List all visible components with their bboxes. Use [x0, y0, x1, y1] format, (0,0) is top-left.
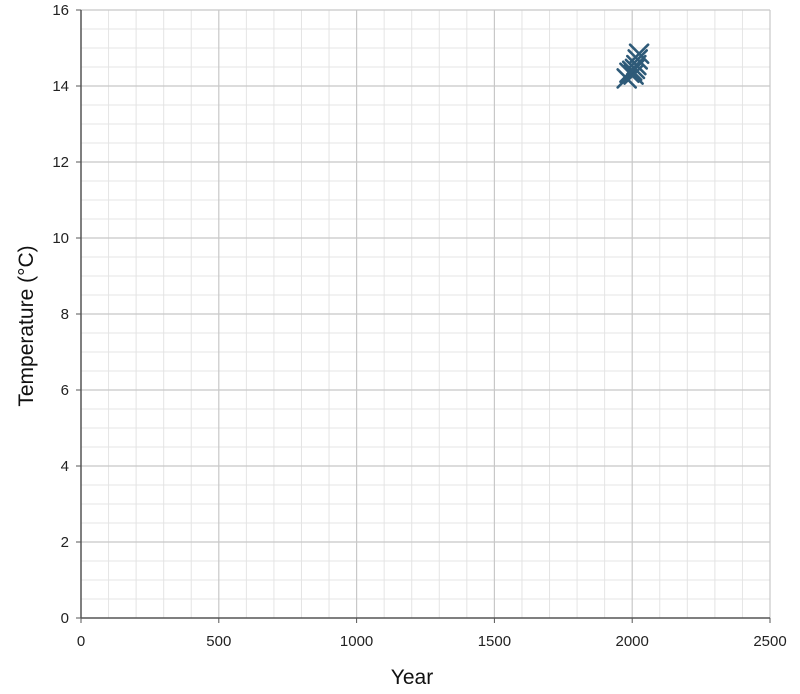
data-point: [626, 54, 647, 76]
x-tick-label: 500: [206, 633, 231, 650]
y-tick-label: 6: [61, 382, 69, 399]
x-tick-label: 2500: [753, 633, 786, 650]
y-tick-label: 14: [52, 78, 69, 95]
y-tick-label: 4: [61, 458, 69, 475]
data-point: [627, 49, 649, 70]
y-tick-label: 0: [61, 610, 69, 627]
data-point: [628, 43, 650, 65]
y-tick-label: 8: [61, 306, 69, 323]
major-gridlines: [81, 9, 771, 618]
x-tick-label: 1500: [478, 633, 511, 650]
y-tick-label: 16: [52, 2, 69, 19]
x-tick-labels: 0 500 1000 1500 2000 2500: [77, 633, 787, 650]
y-tick-label: 10: [52, 230, 69, 247]
axes: [76, 9, 771, 623]
x-tick-label: 0: [77, 633, 85, 650]
x-axis-title: Year: [391, 666, 433, 689]
x-tick-label: 1000: [340, 633, 373, 650]
y-axis-title: Temperature (°C): [15, 245, 38, 406]
x-tick-label: 2000: [616, 633, 649, 650]
data-points: [616, 43, 650, 89]
y-tick-label: 12: [52, 154, 69, 171]
y-tick-label: 2: [61, 534, 69, 551]
y-tick-labels: 0 2 4 6 8 10 12 14 16: [52, 2, 69, 627]
